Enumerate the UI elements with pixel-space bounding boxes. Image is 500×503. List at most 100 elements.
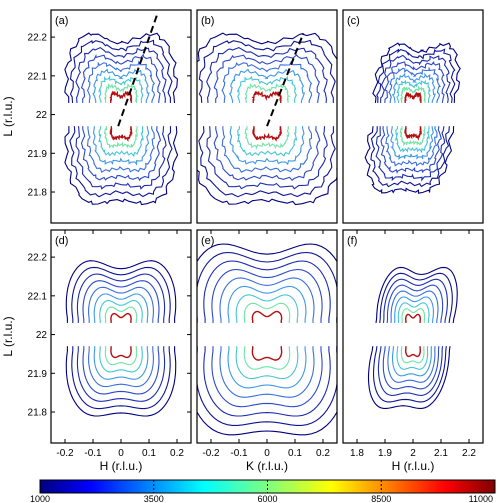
contour-level-2500	[377, 278, 448, 396]
contour-level-8000	[399, 85, 426, 147]
contour-group	[343, 42, 483, 194]
blank-band	[51, 102, 191, 127]
x-tick-label: 2.2	[462, 448, 476, 459]
contour-level-6400	[394, 80, 431, 154]
contour-level-5200	[391, 296, 434, 377]
contour-level-8000	[243, 302, 291, 370]
y-tick-label: 21.8	[28, 408, 48, 419]
x-axis-label: K (r.l.u.)	[246, 459, 288, 473]
contour-level-2500	[75, 46, 167, 190]
contour-level-10500	[403, 91, 422, 141]
y-tick-label: 22.1	[28, 71, 48, 82]
contour-level-1000	[197, 32, 337, 206]
contour-level-10500	[109, 90, 133, 142]
contour-level-10500	[251, 310, 283, 361]
contour-level-1700	[198, 39, 336, 198]
y-tick-label: 21.9	[28, 149, 48, 160]
colorbar: 1000 3500 6000 8500 11000	[30, 479, 496, 503]
contour-level-6400	[396, 302, 430, 370]
contour-level-5200	[390, 72, 436, 161]
contour-level-1000	[65, 260, 177, 417]
panel-label: (d)	[55, 235, 68, 247]
x-tick-label: 0.1	[142, 448, 156, 459]
x-tick-label: 0.2	[316, 448, 330, 459]
contour-level-2500	[76, 273, 166, 402]
blank-band	[343, 322, 483, 347]
colorbar-ticks: 1000 3500 6000 8500 11000	[30, 480, 496, 503]
dashed-guide-line	[266, 32, 305, 127]
y-tick-label: 22.1	[28, 291, 48, 302]
y-axis-label: L (r.l.u.)	[1, 96, 15, 136]
contour-level-1700	[197, 251, 337, 426]
contour-group	[51, 260, 191, 417]
contour-level-1700	[372, 272, 453, 403]
x-axis-label: H (r.l.u.)	[100, 459, 143, 473]
panel-f: (f) 1.8 1.9 2 2.1 2.2 H (r.l.u.)	[342, 229, 484, 473]
x-axis-label: H (r.l.u.)	[392, 459, 435, 473]
y-tick-label: 22.2	[28, 33, 48, 44]
panel-d: (d) 21.8 21.9 22 22.1 22.2 -0.2 -0.1 0 0.1 0.2 H (r…	[1, 229, 192, 473]
blank-band	[197, 322, 337, 347]
y-tick-label: 22.2	[28, 253, 48, 264]
contour-level-3300	[213, 54, 321, 181]
panel-label: (e)	[201, 235, 214, 247]
panel-c: (c)	[342, 9, 484, 224]
panels-group: (a) 21.8 21.9 22 22.1 22.2 L (r.l.u.) (b) (c) (d)…	[1, 9, 484, 473]
y-tick-label: 21.9	[28, 369, 48, 380]
contour-level-10500	[110, 312, 132, 359]
contour-level-5200	[93, 293, 149, 380]
y-tick-label: 21.8	[28, 188, 48, 199]
contour-level-10500	[405, 313, 421, 358]
panel-label: (a)	[55, 15, 68, 27]
contour-level-10500	[251, 90, 282, 142]
contour-level-1000	[197, 243, 337, 436]
panel-label: (b)	[201, 15, 214, 27]
colorbar-tick-label: 11000	[469, 494, 493, 503]
contour-level-1700	[71, 266, 171, 410]
x-tick-label: -0.2	[56, 448, 74, 459]
colorbar-tick-label: 3500	[144, 494, 164, 503]
contour-level-1700	[370, 48, 456, 188]
x-tick-label: 0	[118, 448, 124, 459]
contour-level-2500	[206, 46, 328, 190]
contour-level-3300	[211, 268, 323, 408]
x-tick-label: 2.1	[434, 448, 448, 459]
panel-label: (c)	[347, 15, 360, 27]
contour-level-5200	[92, 68, 150, 166]
contour-level-3300	[382, 284, 444, 390]
contour-level-4200	[221, 60, 313, 173]
contour-level-1000	[367, 266, 458, 409]
colorbar-tick-label: 8500	[371, 494, 391, 503]
panel-b: (b)	[196, 9, 338, 224]
y-tick-label: 22	[36, 330, 48, 341]
x-tick-label: 1.9	[378, 448, 392, 459]
panel-a: (a) 21.8 21.9 22 22.1 22.2 L (r.l.u.)	[1, 9, 192, 224]
contour-group	[51, 13, 191, 206]
contour-level-8000	[104, 306, 138, 366]
contour-level-4200	[385, 67, 441, 167]
contour-level-6400	[98, 75, 144, 158]
x-tick-label: 0.1	[288, 448, 302, 459]
contour-group	[343, 266, 483, 409]
panel-frame	[50, 9, 192, 224]
x-tick-label: 0.2	[170, 448, 184, 459]
contour-level-8000	[104, 83, 140, 149]
contour-level-3300	[380, 61, 446, 174]
panel-frame	[196, 9, 338, 224]
blank-band	[197, 102, 337, 127]
panel-label: (f)	[347, 235, 357, 247]
contour-level-1700	[69, 39, 173, 198]
contour-level-2500	[375, 54, 451, 182]
contour-level-3300	[82, 280, 160, 395]
contour-level-6400	[236, 75, 298, 157]
contour-level-4200	[219, 277, 315, 398]
x-tick-label: -0.1	[230, 448, 248, 459]
colorbar-tick-label: 1000	[30, 494, 50, 503]
contour-level-5200	[228, 68, 306, 166]
blank-band	[51, 322, 191, 347]
panel-frame	[342, 9, 484, 224]
x-tick-label: -0.1	[84, 448, 102, 459]
contour-level-1000	[64, 32, 179, 206]
panel-e: (e) -0.2 -0.1 0 0.1 0.2 K (r.l.u.)	[196, 229, 338, 473]
